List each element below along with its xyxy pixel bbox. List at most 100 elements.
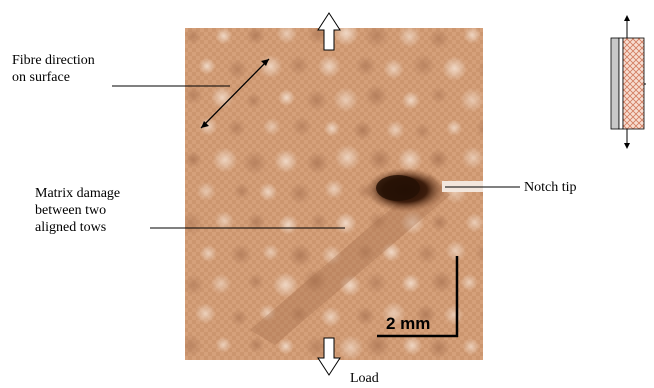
texture-spot	[262, 118, 281, 136]
texture-spot	[210, 86, 234, 109]
texture-spot	[431, 213, 449, 232]
hollow-arrow-icon	[317, 12, 341, 51]
texture-spot	[356, 242, 375, 262]
texture-spot	[368, 147, 392, 172]
texture-spot	[463, 28, 482, 44]
texture-spot	[306, 151, 329, 175]
texture-spot	[443, 304, 464, 326]
texture-spot	[416, 243, 438, 265]
texture-spot	[355, 306, 376, 326]
damage-band	[250, 175, 450, 345]
texture-spot	[355, 55, 376, 77]
texture-spot	[368, 211, 388, 231]
texture-spot	[215, 28, 233, 45]
texture-spot	[247, 212, 266, 232]
texture-spot	[227, 118, 246, 138]
texture-spot	[461, 146, 483, 170]
texture-spot	[245, 92, 262, 109]
texture-spot	[324, 179, 344, 199]
texture-spot	[411, 53, 436, 78]
texture-spot	[353, 120, 373, 141]
texture-spot	[185, 333, 203, 358]
texture-spot	[230, 243, 252, 266]
texture-spot	[274, 149, 298, 174]
matrix-damage-label: Matrix damage between two aligned tows	[35, 186, 121, 235]
texture-spot	[288, 182, 311, 205]
texture-spot	[442, 56, 467, 81]
texture-spot	[400, 210, 425, 235]
texture-spot	[230, 309, 248, 327]
texture-spot	[339, 274, 361, 297]
texture-spot	[446, 119, 463, 136]
texture-spot	[334, 212, 357, 235]
texture-spot	[381, 242, 401, 262]
texture-spot	[430, 86, 448, 104]
texture-spot	[445, 240, 467, 262]
texture-spot	[323, 120, 340, 137]
texture-spot	[415, 304, 437, 325]
texture-spot	[317, 55, 341, 78]
texture-spot	[460, 87, 483, 113]
texture-spot	[242, 150, 268, 176]
texture-spot	[199, 244, 217, 262]
texture-spot	[248, 336, 265, 353]
texture-spot	[310, 213, 328, 230]
texture-spot	[428, 148, 449, 170]
specimen-image	[185, 28, 483, 360]
texture-spot	[475, 118, 483, 139]
texture-spot	[401, 273, 421, 293]
texture-spot	[185, 28, 202, 45]
texture-spot	[185, 211, 204, 236]
scale-bar: 2 mm	[377, 256, 459, 338]
texture-spot	[397, 147, 423, 173]
fibre-direction-arrow	[200, 58, 270, 129]
texture-spot	[477, 59, 483, 79]
load-label: Load	[350, 371, 379, 386]
texture-spot	[290, 305, 308, 323]
texture-spot	[333, 87, 359, 113]
texture-spot	[233, 182, 250, 200]
texture-spot	[212, 147, 238, 173]
texture-spot	[479, 309, 483, 324]
texture-spot	[333, 28, 359, 46]
texture-spot	[307, 28, 329, 45]
texture-spot	[401, 91, 421, 110]
texture-spot	[278, 214, 299, 235]
texture-spot	[334, 144, 361, 171]
texture-spot	[465, 213, 483, 233]
texture-spot	[185, 150, 202, 169]
specimen-section-icon	[610, 15, 646, 149]
texture-spot	[430, 270, 453, 294]
texture-spot	[474, 242, 483, 264]
texture-spot	[272, 272, 299, 298]
texture-spot	[302, 268, 328, 294]
texture-spot	[288, 243, 313, 268]
texture-spot	[185, 274, 204, 296]
texture-spot	[363, 28, 390, 49]
texture-spot	[247, 273, 265, 290]
texture-spot	[402, 335, 423, 356]
texture-spot	[277, 338, 294, 355]
texture-spot	[258, 182, 278, 202]
texture-spot	[227, 58, 248, 80]
texture-spot	[194, 303, 216, 324]
texture-spot	[288, 55, 310, 76]
texture-spot	[198, 57, 216, 75]
texture-spot	[185, 85, 203, 105]
texture-spot	[383, 58, 404, 80]
texture-spot	[365, 271, 388, 294]
hollow-arrow-icon	[317, 337, 341, 376]
notch-tip-label: Notch tip	[524, 180, 577, 195]
texture-spot	[198, 116, 218, 136]
fibre-direction-label: Fibre direction on surface	[12, 53, 95, 85]
texture-spot	[365, 332, 391, 358]
texture-spot	[278, 89, 295, 106]
texture-spot	[246, 28, 265, 45]
texture-spot	[304, 335, 329, 360]
texture-spot	[276, 28, 298, 44]
texture-spot	[381, 301, 406, 326]
texture-spot	[214, 211, 234, 231]
texture-spot	[258, 304, 277, 322]
texture-spot	[428, 28, 450, 50]
